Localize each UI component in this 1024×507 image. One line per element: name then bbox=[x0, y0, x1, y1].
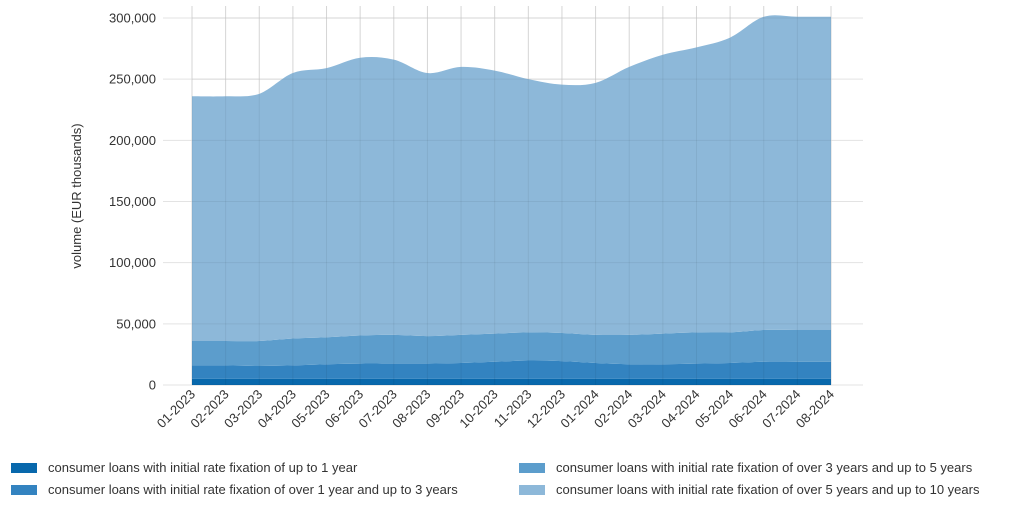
legend-swatch bbox=[11, 462, 37, 473]
area-layer bbox=[191, 6, 832, 386]
legend-item: consumer loans with initial rate fixatio… bbox=[519, 460, 972, 475]
area-series-4 bbox=[192, 15, 831, 342]
legend-swatch bbox=[11, 484, 37, 495]
y-tick-label: 200,000 bbox=[109, 133, 156, 148]
y-tick-label: 150,000 bbox=[109, 194, 156, 209]
legend: consumer loans with initial rate fixatio… bbox=[0, 456, 1024, 504]
y-tick-label: 250,000 bbox=[109, 72, 156, 87]
y-tick-label: 50,000 bbox=[116, 316, 156, 331]
legend-item: consumer loans with initial rate fixatio… bbox=[11, 460, 357, 475]
legend-swatch bbox=[519, 462, 545, 473]
stacked-area-chart: 0 50,000 100,000 150,000 200,000 250,000 300,0… bbox=[69, 6, 863, 431]
legend-item: consumer loans with initial rate fixatio… bbox=[519, 482, 979, 497]
legend-label: consumer loans with initial rate fixatio… bbox=[48, 482, 458, 497]
y-tick-label: 0 bbox=[149, 378, 156, 393]
y-tick-label: 100,000 bbox=[109, 255, 156, 270]
area-series-2 bbox=[192, 360, 831, 379]
legend-label: consumer loans with initial rate fixatio… bbox=[556, 482, 980, 497]
area-series-3 bbox=[192, 329, 831, 367]
legend-label: consumer loans with initial rate fixatio… bbox=[556, 460, 973, 475]
legend-label: consumer loans with initial rate fixatio… bbox=[48, 460, 358, 475]
y-axis-label: volume (EUR thousands) bbox=[69, 123, 84, 268]
legend-swatch bbox=[519, 484, 545, 495]
area-series-1 bbox=[192, 378, 831, 385]
legend-item: consumer loans with initial rate fixatio… bbox=[11, 482, 458, 497]
y-tick-label: 300,000 bbox=[109, 11, 156, 26]
